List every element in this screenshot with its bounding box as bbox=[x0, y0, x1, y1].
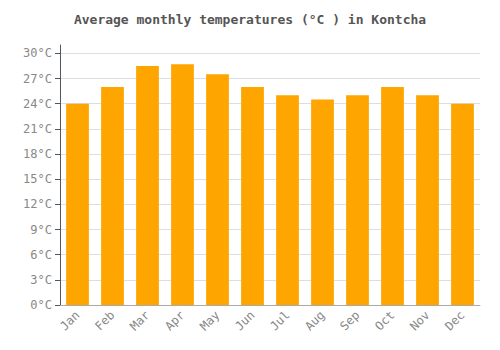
svg-text:Average monthly temperatures (: Average monthly temperatures (°C ) in Ko… bbox=[74, 12, 426, 27]
svg-text:Apr: Apr bbox=[162, 308, 187, 333]
svg-text:Dec: Dec bbox=[442, 308, 467, 333]
svg-text:0°C: 0°C bbox=[30, 298, 52, 312]
svg-text:15°C: 15°C bbox=[23, 172, 52, 186]
svg-text:27°C: 27°C bbox=[23, 72, 52, 86]
svg-text:30°C: 30°C bbox=[23, 46, 52, 60]
svg-text:Aug: Aug bbox=[302, 308, 327, 333]
svg-text:18°C: 18°C bbox=[23, 147, 52, 161]
svg-text:Nov: Nov bbox=[407, 308, 432, 333]
svg-text:6°C: 6°C bbox=[30, 248, 52, 262]
svg-text:Jul: Jul bbox=[267, 308, 292, 333]
svg-text:21°C: 21°C bbox=[23, 122, 52, 136]
svg-text:May: May bbox=[197, 308, 222, 333]
svg-text:24°C: 24°C bbox=[23, 97, 52, 111]
svg-text:12°C: 12°C bbox=[23, 197, 52, 211]
svg-text:3°C: 3°C bbox=[30, 273, 52, 287]
svg-text:Jan: Jan bbox=[57, 308, 82, 333]
svg-text:Mar: Mar bbox=[127, 308, 152, 333]
svg-text:Feb: Feb bbox=[92, 308, 117, 333]
svg-text:Jun: Jun bbox=[232, 308, 257, 333]
svg-text:9°C: 9°C bbox=[30, 223, 52, 237]
svg-text:Sep: Sep bbox=[337, 308, 362, 333]
svg-text:Oct: Oct bbox=[372, 308, 397, 333]
